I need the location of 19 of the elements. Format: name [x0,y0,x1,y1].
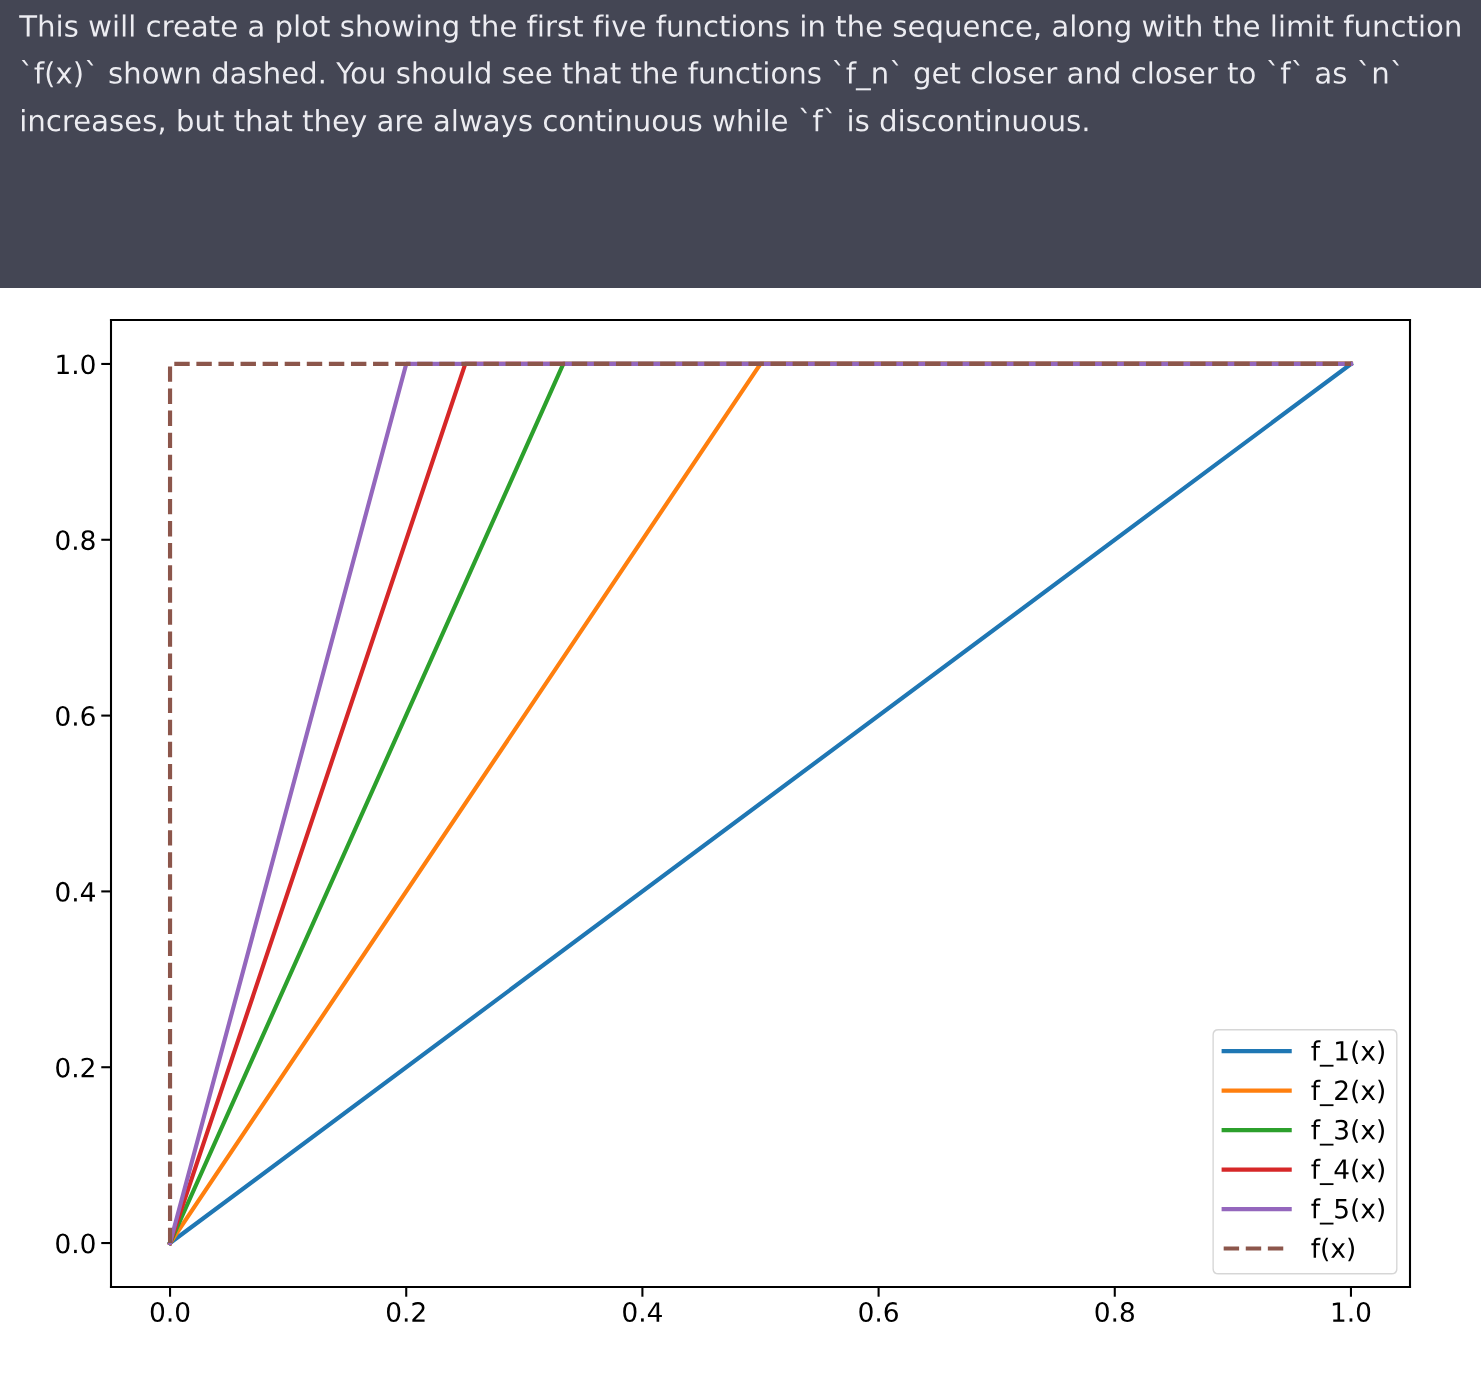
text: This will create a plot showing the first five functions in the sequence, along with the limit function `f(x)` shown dashed. You should see that the functions `f_n` get closer and closer to `f` as `n` increases, but that they are always continuous while `f` is discontinuous. [19,14,1460,138]
y-tick-label: 0.6 [56,706,95,726]
y-tick-label: 0.0 [56,1233,95,1254]
x-tick-label: 0.2 [386,1302,425,1323]
y-tick-label: 0.2 [56,1057,94,1078]
legend-label: f_4(x) [1311,1158,1384,1186]
legend-label: f(x) [1311,1237,1354,1262]
legend-label: f_3(x) [1311,1119,1384,1146]
legend-label: f_1(x) [1311,1040,1384,1067]
legend-label: f_2(x) [1311,1079,1384,1107]
x-tick-label: 0.4 [623,1302,662,1323]
y-tick-label: 1.0 [57,354,95,375]
x-tick-label: 0.6 [859,1302,898,1323]
x-tick-label: 1.0 [1332,1302,1371,1323]
legend-label: f_5(x) [1311,1198,1384,1225]
y-tick-label: 0.4 [56,881,95,902]
y-tick-label: 0.8 [56,530,95,551]
x-tick-label: 0.0 [150,1302,190,1323]
x-tick-label: 0.8 [1095,1302,1134,1323]
